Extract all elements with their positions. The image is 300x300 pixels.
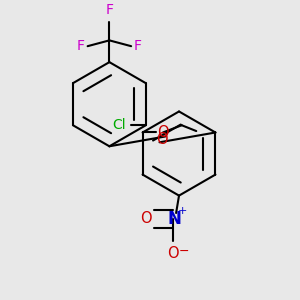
Text: O: O	[140, 211, 152, 226]
Text: O: O	[167, 246, 179, 261]
Text: F: F	[77, 39, 85, 53]
Text: F: F	[134, 39, 142, 53]
Text: N: N	[168, 210, 182, 228]
Text: Cl: Cl	[112, 118, 125, 132]
Text: +: +	[178, 206, 187, 216]
Text: O: O	[157, 125, 169, 140]
Text: F: F	[105, 3, 113, 17]
Text: −: −	[178, 245, 189, 258]
Text: O: O	[157, 132, 168, 147]
